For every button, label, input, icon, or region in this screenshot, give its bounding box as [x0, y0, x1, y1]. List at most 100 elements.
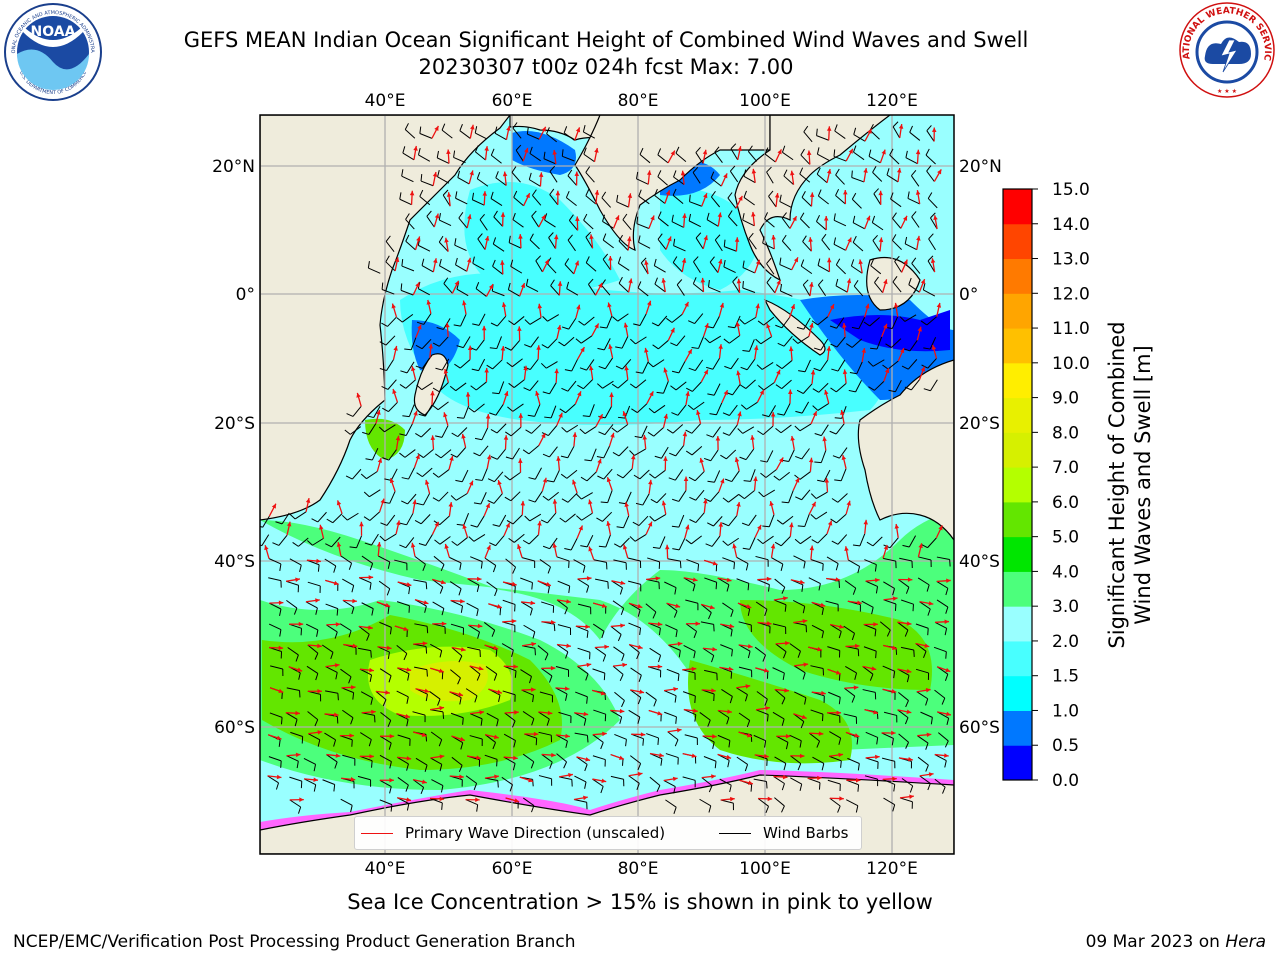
wind-barb [826, 556, 839, 571]
wave-arrow [376, 601, 391, 608]
wave-arrow [536, 345, 541, 360]
wind-barb [379, 779, 392, 794]
wave-arrow [881, 730, 896, 736]
colorbar-segment [1003, 745, 1032, 781]
wind-barb [326, 624, 338, 639]
wind-barb [504, 712, 516, 728]
wind-barb [455, 469, 469, 483]
wave-arrow [644, 260, 649, 275]
wind-barb [505, 558, 517, 574]
left-tick-60s: 60°S [214, 718, 255, 738]
wind-barb [810, 491, 828, 499]
wave-arrow [774, 688, 789, 693]
wave-arrow [470, 710, 485, 715]
wind-barb [529, 233, 540, 250]
wind-barb [575, 335, 593, 344]
wind-barb [502, 621, 516, 633]
wind-barb [936, 581, 949, 596]
wave-arrow [467, 345, 473, 360]
colorbar-tick-label: 10.0 [1052, 354, 1090, 374]
wind-barb [592, 668, 606, 681]
wind-barb [402, 146, 415, 161]
wind-barb [794, 691, 807, 705]
wave-arrow [648, 664, 663, 669]
colorbar-segment [1003, 467, 1032, 503]
wind-barb [524, 336, 539, 348]
wind-barb [286, 755, 299, 769]
wave-arrow [450, 598, 465, 604]
wave-arrow [700, 277, 706, 292]
colorbar-tick-label: 8.0 [1052, 423, 1079, 443]
wave-arrow [702, 734, 717, 739]
wave-arrow [593, 147, 599, 162]
wind-barb [657, 148, 669, 164]
wave-arrow [682, 213, 687, 228]
wind-barb [792, 599, 806, 614]
wind-barb [881, 732, 894, 746]
wind-barb [926, 125, 935, 142]
wave-arrow [444, 543, 450, 558]
colorbar-label-line1: Significant Height of Combined [1105, 321, 1129, 648]
wind-barb [629, 379, 647, 389]
wave-arrow [595, 458, 602, 473]
wind-barb [399, 449, 416, 458]
wave-arrow [846, 278, 852, 293]
wind-barb [490, 191, 503, 206]
colorbar-segment [1003, 223, 1032, 260]
wind-barb [611, 379, 629, 389]
wave-arrow [503, 664, 518, 669]
wave-arrow [648, 215, 655, 229]
wave-arrow [754, 259, 761, 274]
wind-barb [867, 359, 885, 367]
wind-barb [525, 278, 539, 293]
wind-barb [657, 211, 669, 227]
wind-barb [802, 235, 812, 252]
wind-barb [834, 468, 847, 482]
wind-barb [561, 424, 579, 433]
wind-barb [910, 169, 920, 187]
wind-barb [755, 709, 769, 722]
wave-arrow [630, 454, 636, 469]
wind-barb [861, 600, 874, 615]
wind-barb [521, 557, 536, 568]
wave-arrow [465, 392, 471, 407]
wind-barb [441, 123, 453, 139]
wind-barb [340, 668, 352, 684]
wind-barb [616, 194, 629, 208]
wave-arrow [703, 498, 708, 513]
wind-barb [685, 623, 698, 639]
wind-barb [610, 775, 625, 787]
wind-barb [426, 210, 435, 228]
wave-arrow [717, 258, 723, 273]
wind-barb [360, 471, 378, 480]
wave-arrow [843, 189, 848, 204]
wind-barb [436, 150, 450, 164]
wind-barb [776, 360, 793, 370]
wave-arrow [644, 347, 649, 362]
wind-barb [685, 445, 703, 456]
wind-barb [738, 621, 752, 632]
wind-barb [613, 537, 630, 548]
wave-arrow [882, 776, 897, 782]
wave-arrow [645, 300, 652, 315]
wind-barb [584, 448, 597, 462]
wind-barb [325, 690, 339, 701]
wave-arrow [577, 662, 592, 668]
wave-arrow [451, 646, 466, 652]
wind-barb [720, 799, 734, 811]
wind-barb [582, 404, 595, 417]
wave-arrow [574, 711, 589, 717]
wind-barb [688, 313, 704, 325]
wave-arrow [520, 500, 526, 515]
wave-arrow [392, 388, 399, 403]
wind-barb [779, 283, 793, 297]
wave-arrow [918, 366, 926, 380]
wind-barb [686, 381, 702, 392]
wave-arrow [612, 662, 628, 668]
wind-barb [650, 493, 667, 504]
wave-arrow [915, 190, 921, 205]
wave-arrow [376, 541, 382, 557]
wind-barb [882, 778, 896, 792]
wind-barb [790, 755, 802, 771]
wind-barb [774, 578, 786, 594]
